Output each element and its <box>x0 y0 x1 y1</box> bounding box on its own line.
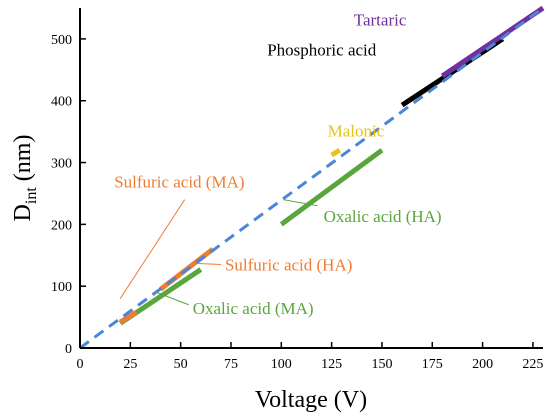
annotation-malonic-label: Malonic <box>328 122 385 141</box>
y-axis-title-main: D <box>10 204 36 221</box>
x-tick-label: 50 <box>174 357 188 372</box>
y-axis-title-subscript: int <box>23 187 40 204</box>
annotation-oxalic-acid-ha-label: Oxalic acid (HA) <box>324 207 442 226</box>
y-tick-label: 100 <box>51 280 72 295</box>
series-dashed-trendline <box>79 6 544 350</box>
x-tick-label: 25 <box>123 357 137 372</box>
annotation-sulfuric-acid-ha-label: Sulfuric acid (HA) <box>225 256 352 275</box>
annotation-sulfuric-acid-ma-leader <box>119 199 186 299</box>
x-tick-label: 100 <box>271 357 292 372</box>
annotation-sulfuric-acid-ha-leader <box>192 262 221 266</box>
y-axis-title: Dint (nm) <box>10 135 40 222</box>
annotation-oxalic-acid-ha-leader <box>283 199 318 207</box>
x-tick-label: 125 <box>321 357 342 372</box>
annotation-phosphoric-acid-label: Phosphoric acid <box>267 41 377 60</box>
series-malonic <box>330 148 341 158</box>
annotation-oxalic-acid-ma-leader <box>156 291 189 306</box>
x-tick-label: 0 <box>77 357 84 372</box>
ticks-layer: 0 25 50 75 100 125 150 175 200 225 0 100 200 300 400 50… <box>51 33 543 372</box>
x-tick-label: 175 <box>422 357 443 372</box>
annotation-tartaric-label: Tartaric <box>354 10 407 29</box>
y-tick-label: 0 <box>65 342 72 357</box>
x-tick-label: 75 <box>224 357 238 372</box>
y-tick-label: 500 <box>51 33 72 48</box>
y-tick-label: 300 <box>51 157 72 172</box>
x-tick-label: 225 <box>522 357 543 372</box>
axes-layer <box>79 8 543 349</box>
annotation-oxalic-acid-ma-label: Oxalic acid (MA) <box>193 299 314 318</box>
series-layer <box>79 5 545 350</box>
annotation-layer: Tartaric Phosphoric acid Malonic Sulfuric a… <box>114 10 441 318</box>
y-tick-label: 200 <box>51 218 72 233</box>
x-tick-label: 150 <box>371 357 392 372</box>
x-tick-label: 200 <box>472 357 493 372</box>
y-axis-title-unit: (nm) <box>10 135 36 188</box>
series-sulfuric-acid-ma <box>118 309 138 325</box>
x-axis-title: Voltage (V) <box>255 387 367 413</box>
series-tartaric <box>440 5 545 79</box>
annotation-sulfuric-acid-ma-label: Sulfuric acid (MA) <box>114 172 244 191</box>
y-tick-label: 400 <box>51 95 72 110</box>
series-oxalic-acid-ha <box>279 148 384 227</box>
